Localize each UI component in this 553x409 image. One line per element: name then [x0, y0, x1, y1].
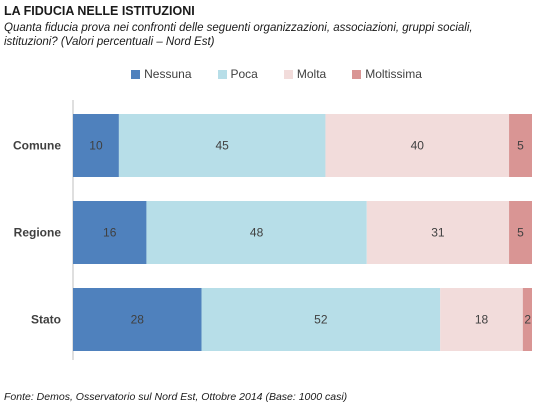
data-label: 31 [431, 226, 445, 240]
data-label: 40 [411, 139, 425, 153]
bar-segment [366, 201, 510, 264]
data-label: 2 [524, 313, 531, 327]
bar-segment [440, 288, 523, 351]
legend-item: Poca [217, 66, 258, 82]
category-label: Regione [14, 226, 62, 240]
category-label: Stato [31, 313, 61, 327]
chart-subtitle: Quanta fiducia prova nei confronti delle… [4, 22, 473, 48]
data-label: 48 [250, 226, 264, 240]
legend-item: Molta [283, 66, 327, 82]
legend-label: Moltissima [365, 67, 422, 81]
data-label: 16 [103, 226, 117, 240]
legend-label: Poca [230, 67, 258, 81]
data-label: 18 [475, 313, 489, 327]
legend-item: Moltissima [352, 66, 422, 82]
data-label: 52 [314, 313, 328, 327]
legend-swatch [283, 69, 293, 79]
legend-swatch [131, 69, 141, 79]
bar-segment [73, 288, 202, 351]
data-label: 28 [131, 313, 145, 327]
source-note: Fonte: Demos, Osservatorio sul Nord Est,… [4, 391, 348, 403]
chart-title: LA FIDUCIA NELLE ISTITUZIONI [4, 4, 195, 18]
legend: Nessuna Poca Molta Moltissima [0, 66, 553, 82]
legend-item: Nessuna [131, 66, 192, 82]
data-label: 5 [517, 139, 524, 153]
bar-segment [73, 201, 147, 264]
category-label: Comune [13, 139, 61, 153]
bar-segment [509, 201, 532, 264]
stacked-bar-chart: Comune 10 45 40 5 Regione 16 48 31 5 Stato 28 52 18 2 [13, 100, 532, 360]
bar-segment [201, 288, 441, 351]
bar-segment [509, 114, 532, 177]
legend-swatch [217, 69, 227, 79]
bar-segment [146, 201, 367, 264]
data-label: 45 [215, 139, 229, 153]
data-label: 10 [89, 139, 103, 153]
legend-label: Molta [296, 67, 327, 81]
legend-swatch [352, 69, 362, 79]
bar-segment [522, 288, 532, 351]
bar-segment [325, 114, 510, 177]
legend-label: Nessuna [144, 67, 192, 81]
bar-segment [118, 114, 326, 177]
data-label: 5 [517, 226, 524, 240]
bar-segment [73, 114, 119, 177]
